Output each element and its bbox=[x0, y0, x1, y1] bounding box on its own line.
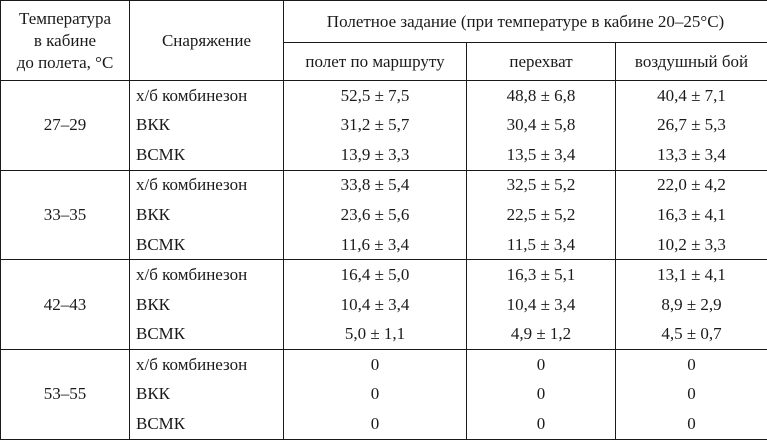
temperature-range-cell: 53–55 bbox=[1, 350, 130, 440]
value-cell: 13,1 ± 4,1 bbox=[616, 260, 767, 290]
value-cell: 32,5 ± 5,2 bbox=[467, 170, 616, 200]
value-cell: 0 bbox=[616, 409, 767, 439]
header-equipment: Снаряжение bbox=[130, 1, 284, 81]
header-temperature: Температура в кабине до полета, °С bbox=[1, 1, 130, 81]
header-interception: перехват bbox=[467, 43, 616, 81]
equipment-cell: ВСМК bbox=[130, 409, 284, 439]
value-cell: 31,2 ± 5,7 bbox=[284, 110, 467, 140]
value-cell: 22,5 ± 5,2 bbox=[467, 200, 616, 230]
value-cell: 16,3 ± 5,1 bbox=[467, 260, 616, 290]
value-cell: 8,9 ± 2,9 bbox=[616, 290, 767, 320]
equipment-cell: ВКК bbox=[130, 110, 284, 140]
value-cell: 0 bbox=[616, 379, 767, 409]
value-cell: 26,7 ± 5,3 bbox=[616, 110, 767, 140]
value-cell: 11,5 ± 3,4 bbox=[467, 230, 616, 260]
value-cell: 13,9 ± 3,3 bbox=[284, 140, 467, 170]
value-cell: 4,5 ± 0,7 bbox=[616, 320, 767, 350]
table-header: Температура в кабине до полета, °С Снаря… bbox=[1, 1, 767, 81]
header-flight-task: Полетное задание (при температуре в каби… bbox=[284, 1, 767, 43]
equipment-cell: х/б комбинезон bbox=[130, 170, 284, 200]
value-cell: 0 bbox=[467, 379, 616, 409]
header-temperature-line1: Температура bbox=[19, 9, 111, 28]
header-row-top: Температура в кабине до полета, °С Снаря… bbox=[1, 1, 767, 43]
value-cell: 10,4 ± 3,4 bbox=[284, 290, 467, 320]
value-cell: 13,3 ± 3,4 bbox=[616, 140, 767, 170]
value-cell: 4,9 ± 1,2 bbox=[467, 320, 616, 350]
equipment-cell: х/б комбинезон bbox=[130, 81, 284, 111]
equipment-cell: ВСМК bbox=[130, 140, 284, 170]
value-cell: 10,2 ± 3,3 bbox=[616, 230, 767, 260]
equipment-cell: х/б комбинезон bbox=[130, 350, 284, 380]
value-cell: 40,4 ± 7,1 bbox=[616, 81, 767, 111]
equipment-cell: ВКК bbox=[130, 290, 284, 320]
value-cell: 0 bbox=[284, 350, 467, 380]
temperature-range-cell: 42–43 bbox=[1, 260, 130, 350]
equipment-cell: х/б комбинезон bbox=[130, 260, 284, 290]
header-air-combat: воздушный бой bbox=[616, 43, 767, 81]
value-cell: 0 bbox=[284, 409, 467, 439]
value-cell: 0 bbox=[467, 350, 616, 380]
value-cell: 22,0 ± 4,2 bbox=[616, 170, 767, 200]
value-cell: 30,4 ± 5,8 bbox=[467, 110, 616, 140]
value-cell: 16,4 ± 5,0 bbox=[284, 260, 467, 290]
value-cell: 5,0 ± 1,1 bbox=[284, 320, 467, 350]
value-cell: 52,5 ± 7,5 bbox=[284, 81, 467, 111]
equipment-cell: ВСМК bbox=[130, 230, 284, 260]
value-cell: 33,8 ± 5,4 bbox=[284, 170, 467, 200]
value-cell: 16,3 ± 4,1 bbox=[616, 200, 767, 230]
equipment-cell: ВСМК bbox=[130, 320, 284, 350]
temperature-range-cell: 27–29 bbox=[1, 81, 130, 171]
value-cell: 0 bbox=[616, 350, 767, 380]
value-cell: 10,4 ± 3,4 bbox=[467, 290, 616, 320]
value-cell: 0 bbox=[284, 379, 467, 409]
header-temperature-line2: в кабине bbox=[34, 31, 96, 50]
header-route-flight: полет по маршруту bbox=[284, 43, 467, 81]
value-cell: 0 bbox=[467, 409, 616, 439]
value-cell: 48,8 ± 6,8 bbox=[467, 81, 616, 111]
value-cell: 11,6 ± 3,4 bbox=[284, 230, 467, 260]
header-temperature-line3: до полета, °С bbox=[17, 53, 114, 72]
temperature-range-cell: 33–35 bbox=[1, 170, 130, 260]
equipment-cell: ВКК bbox=[130, 379, 284, 409]
value-cell: 13,5 ± 3,4 bbox=[467, 140, 616, 170]
value-cell: 23,6 ± 5,6 bbox=[284, 200, 467, 230]
equipment-cell: ВКК bbox=[130, 200, 284, 230]
